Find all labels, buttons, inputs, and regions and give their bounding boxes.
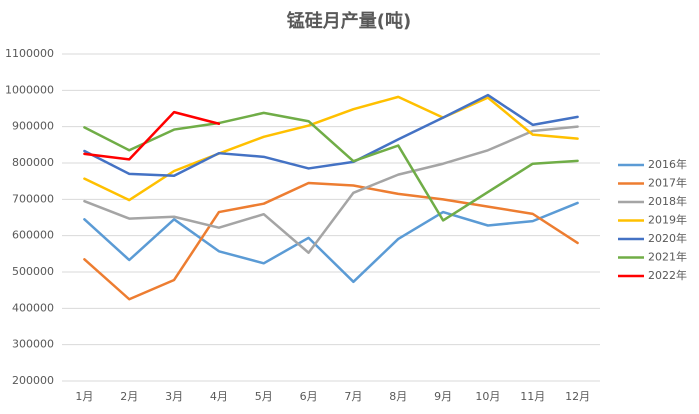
x-tick-label: 1月	[75, 390, 93, 403]
y-tick-label: 900000	[12, 120, 54, 133]
legend-label: 2017年	[648, 176, 687, 190]
series-line	[83, 181, 579, 301]
series-line	[83, 111, 579, 222]
x-tick-label: 7月	[344, 390, 362, 403]
legend-label: 2019年	[648, 213, 687, 227]
x-tick-label: 4月	[210, 390, 228, 403]
y-tick-label: 500000	[12, 265, 54, 278]
x-tick-label: 5月	[255, 390, 273, 403]
legend-label: 2016年	[648, 157, 687, 171]
series-line	[83, 110, 221, 161]
legend-label: 2020年	[648, 231, 687, 245]
y-tick-label: 800000	[12, 156, 54, 169]
x-tick-label: 9月	[434, 390, 452, 403]
y-tick-label: 1100000	[5, 47, 54, 60]
series-line	[83, 93, 579, 177]
legend-label: 2018年	[648, 194, 687, 208]
x-tick-label: 12月	[565, 390, 590, 403]
series-line	[83, 125, 579, 254]
x-tick-label: 6月	[300, 390, 318, 403]
y-tick-label: 400000	[12, 301, 54, 314]
legend-label: 2022年	[648, 268, 687, 282]
x-tick-label: 2月	[120, 390, 138, 403]
y-tick-label: 1000000	[5, 83, 54, 96]
x-tick-label: 11月	[520, 390, 545, 403]
series-line	[83, 201, 579, 284]
y-tick-label: 300000	[12, 338, 54, 351]
y-tick-label: 700000	[12, 192, 54, 205]
chart-title: 锰硅月产量(吨)	[287, 10, 411, 32]
x-tick-label: 8月	[389, 390, 407, 403]
x-tick-label: 10月	[475, 390, 500, 403]
legend-label: 2021年	[648, 250, 687, 264]
y-tick-label: 200000	[12, 374, 54, 387]
x-tick-label: 3月	[165, 390, 183, 403]
y-tick-label: 600000	[12, 229, 54, 242]
